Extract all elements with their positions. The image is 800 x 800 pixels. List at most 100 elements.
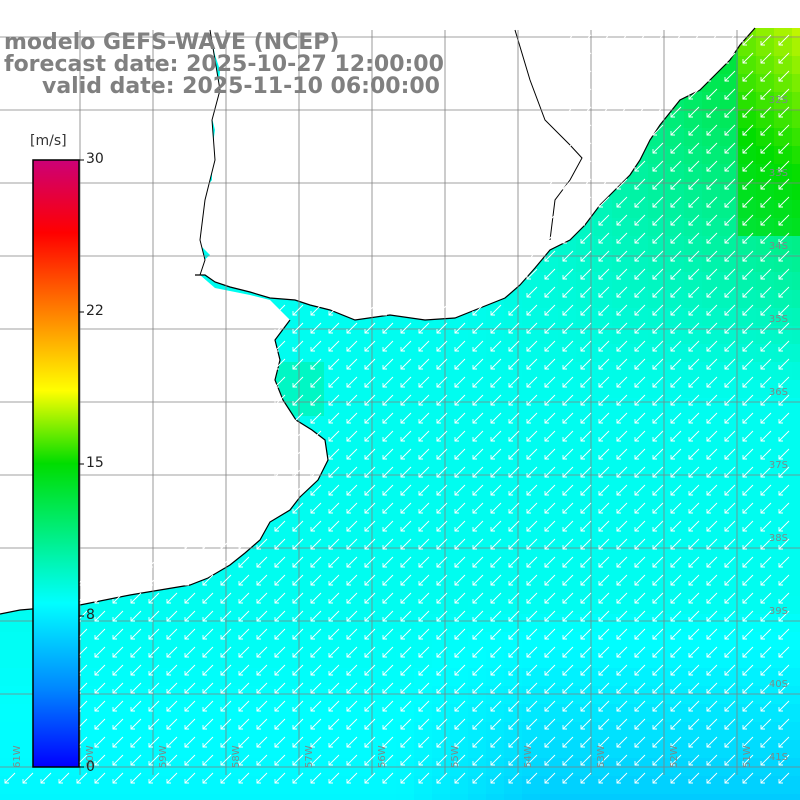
wind-arrow-icon <box>490 628 502 640</box>
wind-arrow-icon <box>580 502 592 514</box>
wind-arrow-icon <box>148 754 160 766</box>
wind-arrow-icon <box>490 574 502 586</box>
wind-arrow-icon <box>562 232 574 244</box>
wind-arrow-icon <box>130 754 142 766</box>
wind-arrow-icon <box>670 124 682 136</box>
wind-arrow-icon <box>472 304 484 316</box>
wind-arrow-icon <box>562 772 574 784</box>
wind-arrow-icon <box>760 196 772 208</box>
wind-arrow-icon <box>562 520 574 532</box>
wind-arrow-icon <box>472 772 484 784</box>
wind-arrow-icon <box>526 286 538 298</box>
wind-arrow-icon <box>778 736 790 748</box>
wind-arrow-icon <box>652 358 664 370</box>
wind-arrow-icon <box>472 592 484 604</box>
wind-arrow-icon <box>706 754 718 766</box>
wind-arrow-icon <box>760 70 772 82</box>
wind-arrow-icon <box>148 646 160 658</box>
wind-arrow-icon <box>274 556 286 568</box>
wind-arrow-icon <box>4 772 16 784</box>
wind-arrow-icon <box>310 556 322 568</box>
wind-arrow-icon <box>436 574 448 586</box>
wind-arrow-icon <box>256 610 268 622</box>
wind-arrow-icon <box>490 358 502 370</box>
wind-arrow-icon <box>256 754 268 766</box>
wind-arrow-icon <box>292 520 304 532</box>
wind-arrow-icon <box>490 682 502 694</box>
wind-arrow-icon <box>490 538 502 550</box>
wind-arrow-icon <box>328 358 340 370</box>
wind-arrow-icon <box>346 394 358 406</box>
wind-arrow-icon <box>742 70 754 82</box>
wind-arrow-icon <box>436 664 448 676</box>
wind-arrow-icon <box>436 610 448 622</box>
wind-arrow-icon <box>526 754 538 766</box>
wind-arrow-icon <box>616 520 628 532</box>
wind-arrow-icon <box>706 538 718 550</box>
wind-arrow-icon <box>184 772 196 784</box>
wind-arrow-icon <box>598 268 610 280</box>
wind-arrow-icon <box>490 664 502 676</box>
wind-arrow-icon <box>598 160 610 172</box>
wind-arrow-icon <box>346 628 358 640</box>
wind-arrow-icon <box>202 574 214 586</box>
wind-arrow-icon <box>598 646 610 658</box>
wind-arrow-icon <box>544 628 556 640</box>
wind-arrow-icon <box>544 664 556 676</box>
wind-arrow-icon <box>94 628 106 640</box>
wind-arrow-icon <box>148 682 160 694</box>
wind-arrow-icon <box>526 556 538 568</box>
wind-arrow-icon <box>418 520 430 532</box>
wind-arrow-icon <box>688 574 700 586</box>
wind-arrow-icon <box>598 124 610 136</box>
wind-arrow-icon <box>760 664 772 676</box>
wind-arrow-icon <box>544 358 556 370</box>
wind-arrow-icon <box>184 754 196 766</box>
wind-arrow-icon <box>58 772 70 784</box>
wind-arrow-icon <box>688 286 700 298</box>
colorbar-units: [m/s] <box>30 133 67 149</box>
wind-arrow-icon <box>760 52 772 64</box>
wind-arrow-icon <box>634 358 646 370</box>
wind-arrow-icon <box>292 592 304 604</box>
wind-arrow-icon <box>760 772 772 784</box>
wind-arrow-icon <box>616 628 628 640</box>
wind-arrow-icon <box>580 556 592 568</box>
wind-arrow-icon <box>364 304 376 316</box>
wind-arrow-icon <box>760 484 772 496</box>
wind-arrow-icon <box>724 376 736 388</box>
wind-arrow-icon <box>760 268 772 280</box>
wind-arrow-icon <box>742 178 754 190</box>
wind-arrow-icon <box>328 412 340 424</box>
wind-arrow-icon <box>634 484 646 496</box>
wind-arrow-icon <box>742 304 754 316</box>
wind-arrow-icon <box>166 682 178 694</box>
wind-arrow-icon <box>292 448 304 460</box>
wind-arrow-icon <box>598 34 610 46</box>
wind-arrow-icon <box>364 412 376 424</box>
wind-arrow-icon <box>328 646 340 658</box>
wind-arrow-icon <box>598 502 610 514</box>
wind-arrow-icon <box>508 412 520 424</box>
wind-arrow-icon <box>328 592 340 604</box>
wind-arrow-icon <box>526 628 538 640</box>
wind-arrow-icon <box>742 718 754 730</box>
wind-arrow-icon <box>670 628 682 640</box>
wind-arrow-icon <box>454 520 466 532</box>
wind-arrow-icon <box>778 520 790 532</box>
wind-arrow-icon <box>616 538 628 550</box>
wind-arrow-icon <box>742 214 754 226</box>
wind-arrow-icon <box>400 592 412 604</box>
wind-arrow-icon <box>580 376 592 388</box>
wind-arrow-icon <box>184 610 196 622</box>
wind-arrow-icon <box>166 610 178 622</box>
wind-arrow-icon <box>634 214 646 226</box>
wind-arrow-icon <box>742 160 754 172</box>
wind-arrow-icon <box>436 394 448 406</box>
wind-arrow-icon <box>724 520 736 532</box>
wind-arrow-icon <box>328 322 340 334</box>
wind-arrow-icon <box>418 502 430 514</box>
wind-arrow-icon <box>220 556 232 568</box>
wind-arrow-icon <box>382 448 394 460</box>
wind-arrow-icon <box>292 430 304 442</box>
